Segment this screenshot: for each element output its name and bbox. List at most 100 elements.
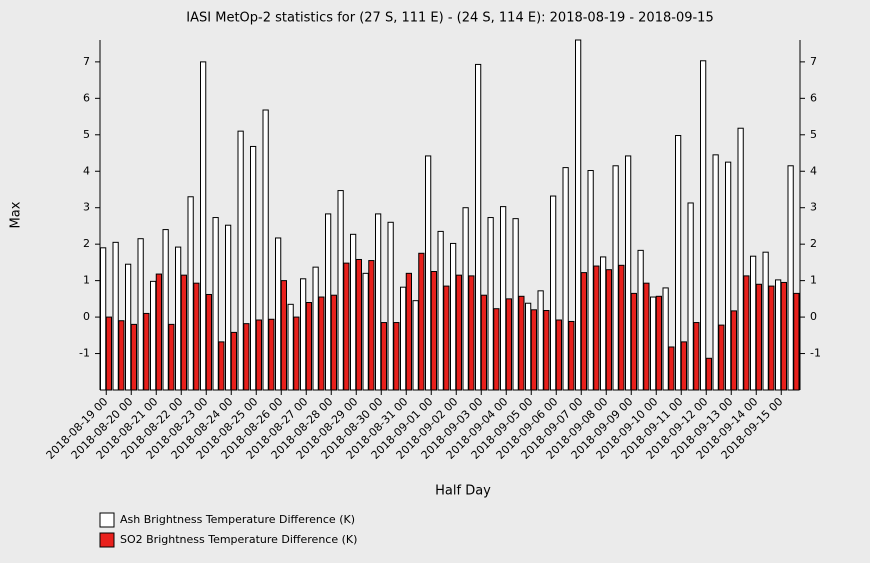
bar — [280, 280, 287, 391]
y-tick-label: 7 — [83, 55, 90, 68]
bar — [525, 302, 532, 391]
bar — [230, 331, 237, 391]
bar — [550, 195, 557, 391]
legend-swatch — [99, 512, 115, 528]
bar — [493, 308, 500, 391]
bar — [368, 260, 375, 391]
bar — [768, 285, 775, 391]
bar — [468, 275, 475, 391]
bar — [730, 310, 737, 391]
y2-tick-label: 4 — [810, 164, 817, 177]
bar — [125, 263, 132, 391]
bar — [400, 286, 407, 391]
x-axis-label: Half Day — [435, 484, 491, 499]
bar — [287, 303, 294, 391]
legend-label: SO2 Brightness Temperature Difference (K… — [120, 533, 357, 546]
bar — [675, 135, 682, 391]
bar — [475, 63, 482, 391]
bar — [418, 252, 425, 391]
bar — [480, 294, 487, 391]
bar — [762, 251, 769, 391]
bar — [380, 322, 387, 391]
bar — [337, 190, 344, 391]
bar — [593, 265, 600, 391]
bar — [500, 206, 507, 391]
bar — [568, 320, 575, 391]
bar — [225, 224, 232, 391]
bar — [387, 221, 394, 391]
bar — [725, 161, 732, 391]
bar — [455, 274, 462, 391]
y2-tick-label: -1 — [810, 347, 821, 360]
bar — [587, 170, 594, 391]
bar — [462, 207, 469, 391]
bar — [437, 230, 444, 391]
bar — [712, 154, 719, 391]
bar — [505, 298, 512, 391]
bar — [650, 296, 657, 391]
bar — [300, 278, 307, 391]
bar — [293, 316, 300, 391]
bar — [575, 39, 582, 391]
bar — [393, 322, 400, 391]
bar — [743, 275, 750, 391]
bar — [630, 292, 637, 391]
bar — [187, 196, 194, 391]
bar — [130, 323, 137, 391]
y-tick-label: -1 — [79, 347, 90, 360]
bar — [262, 109, 269, 391]
bar — [268, 318, 275, 391]
y-tick-label: 5 — [83, 128, 90, 141]
bar — [443, 285, 450, 391]
bar — [412, 300, 419, 391]
bar — [180, 274, 187, 391]
bar — [693, 322, 700, 391]
bar — [118, 320, 125, 391]
bar — [643, 282, 650, 391]
bar — [755, 283, 762, 391]
bar — [562, 167, 569, 391]
y2-tick-label: 6 — [810, 91, 817, 104]
bar — [618, 264, 625, 391]
y-tick-label: 3 — [83, 201, 90, 214]
bar — [530, 309, 537, 391]
bar — [793, 292, 800, 391]
bar — [155, 273, 162, 391]
bar — [680, 341, 687, 391]
bar — [537, 290, 544, 391]
bar — [305, 302, 312, 391]
bar — [100, 247, 107, 391]
bar — [612, 165, 619, 391]
y2-tick-label: 1 — [810, 274, 817, 287]
y2-tick-label: 0 — [810, 310, 817, 323]
bar — [637, 249, 644, 391]
y-tick-label: 0 — [83, 310, 90, 323]
y-tick-label: 6 — [83, 91, 90, 104]
bar — [193, 282, 200, 391]
bar — [555, 319, 562, 391]
y-axis-label: Max — [9, 201, 24, 228]
bar — [718, 324, 725, 391]
bar — [250, 145, 257, 391]
bar — [655, 295, 662, 391]
bar — [275, 237, 282, 391]
bar — [787, 165, 794, 391]
legend-label: Ash Brightness Temperature Difference (K… — [120, 513, 355, 526]
bar — [705, 357, 712, 391]
y-tick-label: 1 — [83, 274, 90, 287]
bar — [318, 296, 325, 391]
y-tick-label: 2 — [83, 237, 90, 250]
bar — [143, 312, 150, 391]
bar — [512, 218, 519, 391]
bar — [243, 323, 250, 391]
bar — [168, 323, 175, 391]
bar — [312, 266, 319, 391]
bar — [668, 346, 675, 391]
bar — [518, 295, 525, 391]
bar — [600, 256, 607, 391]
bar — [343, 262, 350, 391]
legend-swatch — [99, 532, 115, 548]
bar — [430, 271, 437, 391]
bar — [162, 229, 169, 391]
